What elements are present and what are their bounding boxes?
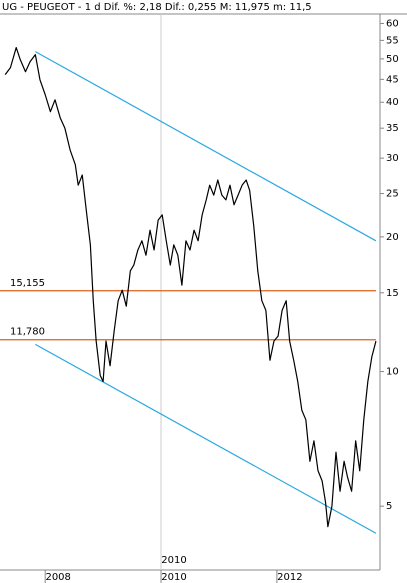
trend-line: [35, 51, 377, 242]
y-tick-label: 25: [386, 189, 399, 200]
chart-title: UG - PEUGEOT - 1 d Dif. %: 2,18 Dif.: 0,…: [2, 2, 312, 13]
y-tick-label: 30: [386, 153, 399, 164]
x-tick-label: 2012: [277, 572, 302, 583]
y-tick-label: 40: [386, 97, 399, 108]
y-tick-label: 35: [386, 123, 399, 134]
cursor-label: 2010: [161, 555, 186, 566]
y-tick-label: 15: [386, 288, 399, 299]
y-tick-label: 55: [386, 35, 399, 46]
y-tick-label: 50: [386, 54, 399, 65]
y-tick-label: 45: [386, 74, 399, 85]
y-tick-label: 10: [386, 367, 399, 378]
y-tick-label: 5: [386, 501, 392, 512]
y-tick-label: 20: [386, 232, 399, 243]
x-tick-label: 2010: [161, 572, 186, 583]
level-label: 11,780: [10, 327, 45, 338]
x-tick-label: 2008: [45, 572, 70, 583]
y-tick-label: 60: [386, 18, 399, 29]
trend-line: [35, 343, 377, 534]
level-label: 15,155: [10, 278, 45, 289]
price-line: [4, 46, 377, 528]
